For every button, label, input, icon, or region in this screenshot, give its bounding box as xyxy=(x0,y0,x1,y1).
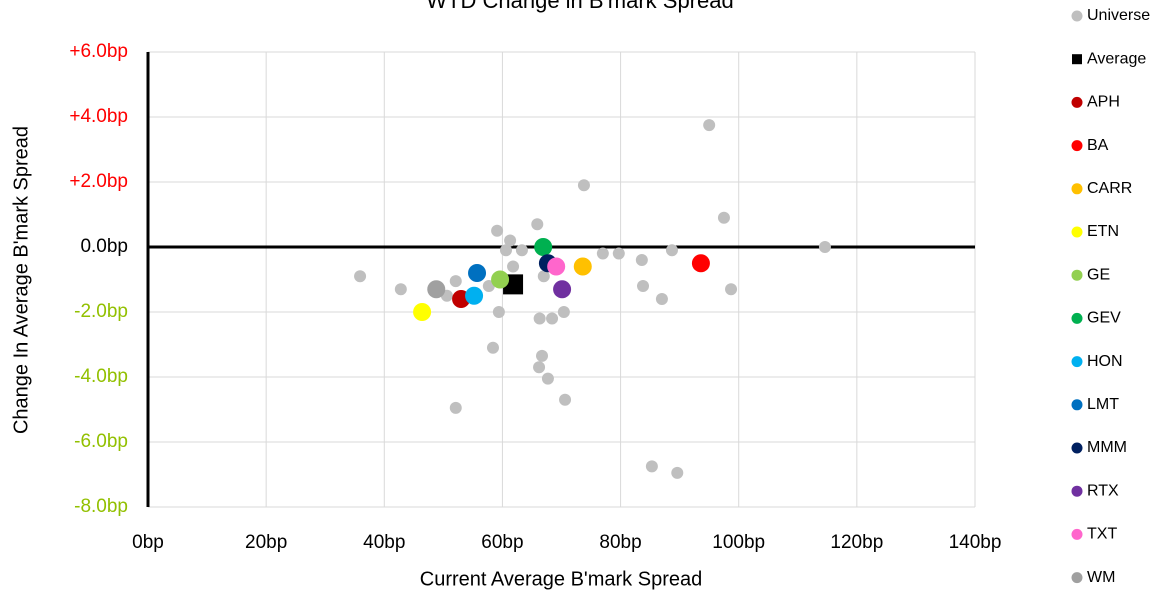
point xyxy=(491,270,510,289)
legend-marker xyxy=(1071,96,1083,108)
point xyxy=(691,254,710,273)
point xyxy=(665,244,678,257)
x-tick-label: 40bp xyxy=(363,532,405,553)
point xyxy=(645,460,658,473)
legend-marker xyxy=(1071,226,1083,238)
legend-marker xyxy=(1071,485,1083,497)
point xyxy=(534,238,553,256)
legend-label: RTX xyxy=(1087,482,1119,499)
point xyxy=(468,264,487,282)
legend-label: WM xyxy=(1087,569,1115,586)
point xyxy=(507,260,520,273)
point xyxy=(537,270,550,283)
point xyxy=(427,280,446,299)
point xyxy=(413,303,432,321)
point xyxy=(515,244,528,257)
legend-marker xyxy=(1071,183,1083,195)
point xyxy=(703,119,716,132)
legend-label: APH xyxy=(1087,94,1120,111)
y-tick-label: +2.0bp xyxy=(69,171,128,192)
point xyxy=(559,393,572,406)
legend-label: MMM xyxy=(1087,439,1127,456)
point xyxy=(635,254,648,266)
point xyxy=(533,312,546,325)
legend-label: ETN xyxy=(1087,223,1119,240)
y-tick-label: -2.0bp xyxy=(74,301,128,322)
y-tick-label: -8.0bp xyxy=(74,496,128,517)
point xyxy=(449,275,462,288)
point xyxy=(655,293,668,305)
legend-label: GEV xyxy=(1087,310,1121,327)
legend-label: TXT xyxy=(1087,526,1117,543)
point xyxy=(546,312,559,325)
point xyxy=(465,286,484,305)
x-tick-label: 20bp xyxy=(245,532,287,553)
point xyxy=(818,241,831,253)
legend-label: HON xyxy=(1087,353,1123,370)
point xyxy=(637,280,650,292)
y-tick-label: 0.0bp xyxy=(80,236,128,257)
legend-marker xyxy=(1071,312,1083,324)
legend-marker xyxy=(1071,442,1083,454)
point xyxy=(553,280,572,299)
point xyxy=(536,349,549,362)
point xyxy=(504,234,517,247)
legend-marker xyxy=(1071,10,1083,22)
point xyxy=(557,306,570,318)
point xyxy=(717,211,730,224)
point xyxy=(486,341,499,354)
point xyxy=(533,361,546,374)
point xyxy=(671,466,684,479)
point xyxy=(394,283,407,296)
point xyxy=(354,270,367,283)
legend-marker xyxy=(1071,399,1083,411)
point xyxy=(531,218,544,231)
x-tick-label: 80bp xyxy=(599,532,641,553)
legend-label: BA xyxy=(1087,137,1109,154)
legend-marker xyxy=(1071,269,1083,281)
point xyxy=(577,179,590,192)
point xyxy=(547,257,566,276)
legend-label: Universe xyxy=(1087,7,1150,24)
y-tick-label: -4.0bp xyxy=(74,366,128,387)
x-tick-label: 0bp xyxy=(132,532,164,553)
chart-title: WTD Change in B'mark Spread xyxy=(426,0,733,13)
legend-label: CARR xyxy=(1087,180,1132,197)
point xyxy=(596,247,609,260)
y-tick-label: +4.0bp xyxy=(69,106,128,127)
y-tick-label: -6.0bp xyxy=(74,431,128,452)
point xyxy=(492,306,505,318)
legend-label: Average xyxy=(1087,50,1146,67)
x-tick-label: 60bp xyxy=(481,532,523,553)
point xyxy=(612,247,625,260)
legend-label: LMT xyxy=(1087,396,1119,413)
legend-marker xyxy=(1071,528,1083,540)
legend-label: GE xyxy=(1087,266,1110,283)
legend-marker xyxy=(1072,54,1082,65)
legend-marker xyxy=(1071,356,1083,368)
point xyxy=(449,401,462,414)
point xyxy=(491,224,504,237)
x-tick-label: 120bp xyxy=(830,532,883,553)
point xyxy=(725,283,738,296)
legend-marker xyxy=(1071,572,1083,584)
legend-marker xyxy=(1071,140,1083,152)
x-axis-label: Current Average B'mark Spread xyxy=(420,568,702,590)
point xyxy=(573,257,592,276)
y-axis-label: Change In Average B'mark Spread xyxy=(10,126,32,434)
point xyxy=(499,244,512,257)
x-tick-label: 100bp xyxy=(712,532,765,553)
y-tick-label: +6.0bp xyxy=(69,41,128,62)
x-tick-label: 140bp xyxy=(949,532,1002,553)
point xyxy=(541,372,554,385)
